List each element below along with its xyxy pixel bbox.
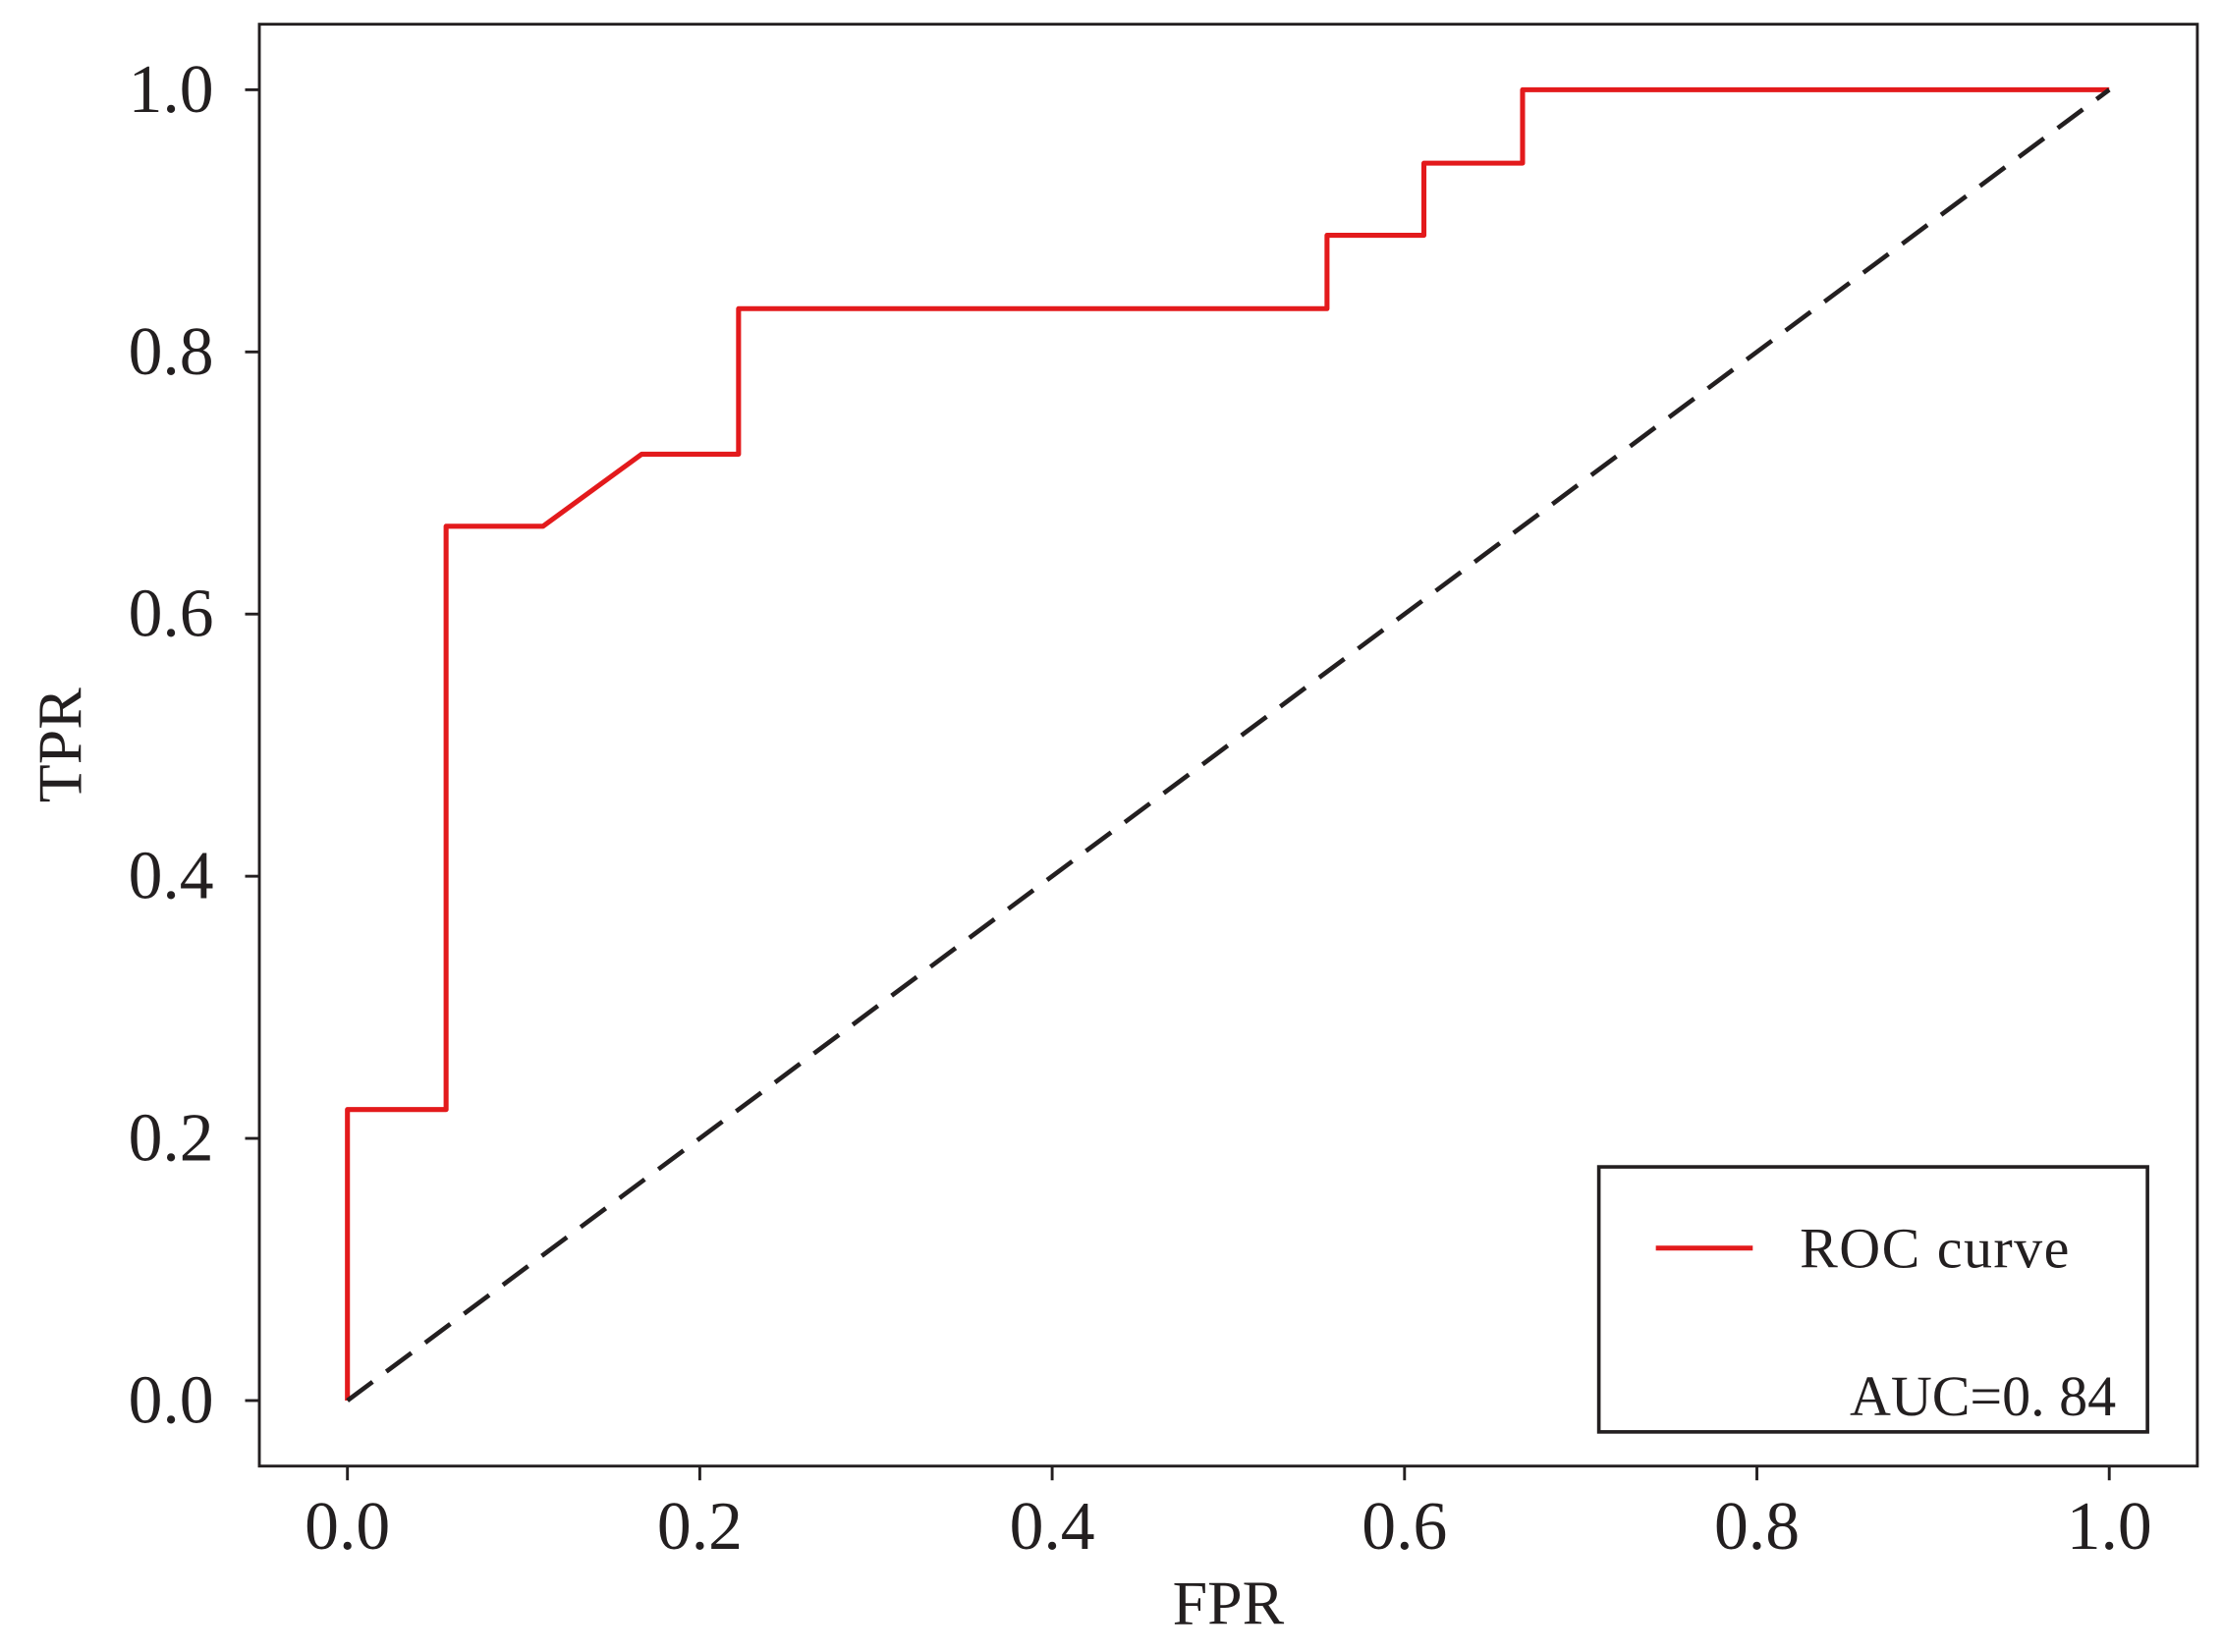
x-tick-label: 0.8 [1714,1489,1800,1565]
x-tick-label: 0.4 [1010,1489,1095,1565]
y-tick-label: 0.2 [129,1101,214,1177]
x-tick-label: 1.0 [2067,1489,2152,1565]
x-tick-label: 0.6 [1362,1489,1447,1565]
legend-box [1596,1165,2149,1434]
roc-curve-line [345,86,2110,1401]
y-tick-label: 0.0 [129,1362,214,1438]
plot-frame [257,23,2199,1468]
auc-annotation: AUC=0. 84 [1850,1364,2116,1428]
axes-layer: 0.0 0.2 0.4 0.6 0.8 1.0 0.0 0.2 0.4 0.6 0.8 1.0 FPR T… [25,52,2151,1638]
y-tick-label: 0.6 [129,577,214,652]
plot-frame-layer [257,23,2199,1468]
x-axis-label: FPR [1173,1569,1285,1638]
series-layer [345,86,2111,1403]
y-axis-label: TPR [25,688,94,802]
x-tick-label: 0.0 [305,1489,390,1565]
legend-entry-label: ROC curve [1800,1216,2071,1280]
chance-diagonal-line [346,87,2111,1403]
y-tick-label: 0.8 [129,314,214,390]
x-tick-label: 0.2 [657,1489,743,1565]
y-tick-label: 1.0 [129,52,214,128]
y-tick-label: 0.4 [129,839,214,914]
legend-layer: ROC curve AUC=0. 84 [1596,1165,2149,1434]
